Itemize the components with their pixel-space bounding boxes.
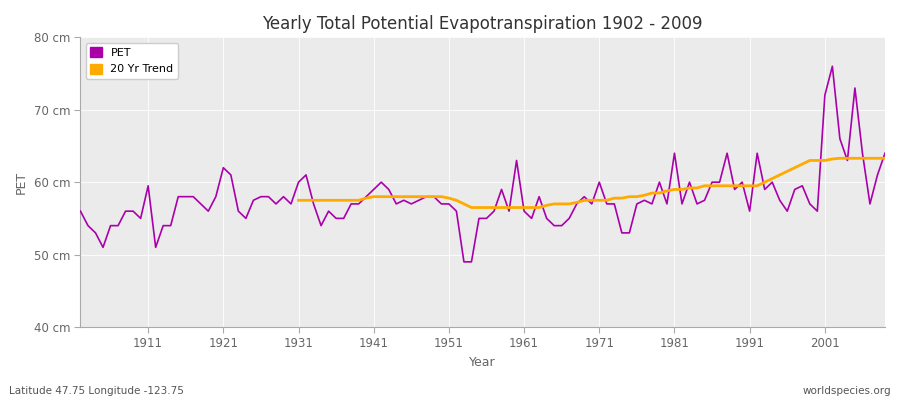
PET [722, 151, 733, 156]
Line: PET: PET [80, 66, 885, 262]
PET [75, 209, 86, 214]
X-axis label: Year: Year [470, 356, 496, 369]
20 Yr Trend [834, 156, 845, 161]
PET [451, 209, 462, 214]
PET [202, 209, 213, 214]
PET [879, 151, 890, 156]
20 Yr Trend [436, 194, 446, 199]
Text: Latitude 47.75 Longitude -123.75: Latitude 47.75 Longitude -123.75 [9, 386, 184, 396]
20 Yr Trend [534, 205, 544, 210]
20 Yr Trend [293, 198, 304, 203]
20 Yr Trend [729, 184, 740, 188]
PET [158, 223, 168, 228]
Legend: PET, 20 Yr Trend: PET, 20 Yr Trend [86, 43, 178, 79]
20 Yr Trend [451, 198, 462, 203]
20 Yr Trend [466, 205, 477, 210]
20 Yr Trend [639, 193, 650, 198]
Y-axis label: PET: PET [15, 171, 28, 194]
20 Yr Trend [879, 156, 890, 161]
PET [774, 198, 785, 203]
20 Yr Trend [541, 203, 552, 208]
PET [827, 64, 838, 69]
PET [789, 187, 800, 192]
Line: 20 Yr Trend: 20 Yr Trend [299, 158, 885, 208]
Title: Yearly Total Potential Evapotranspiration 1902 - 2009: Yearly Total Potential Evapotranspiratio… [263, 15, 703, 33]
Text: worldspecies.org: worldspecies.org [803, 386, 891, 396]
PET [458, 260, 469, 264]
